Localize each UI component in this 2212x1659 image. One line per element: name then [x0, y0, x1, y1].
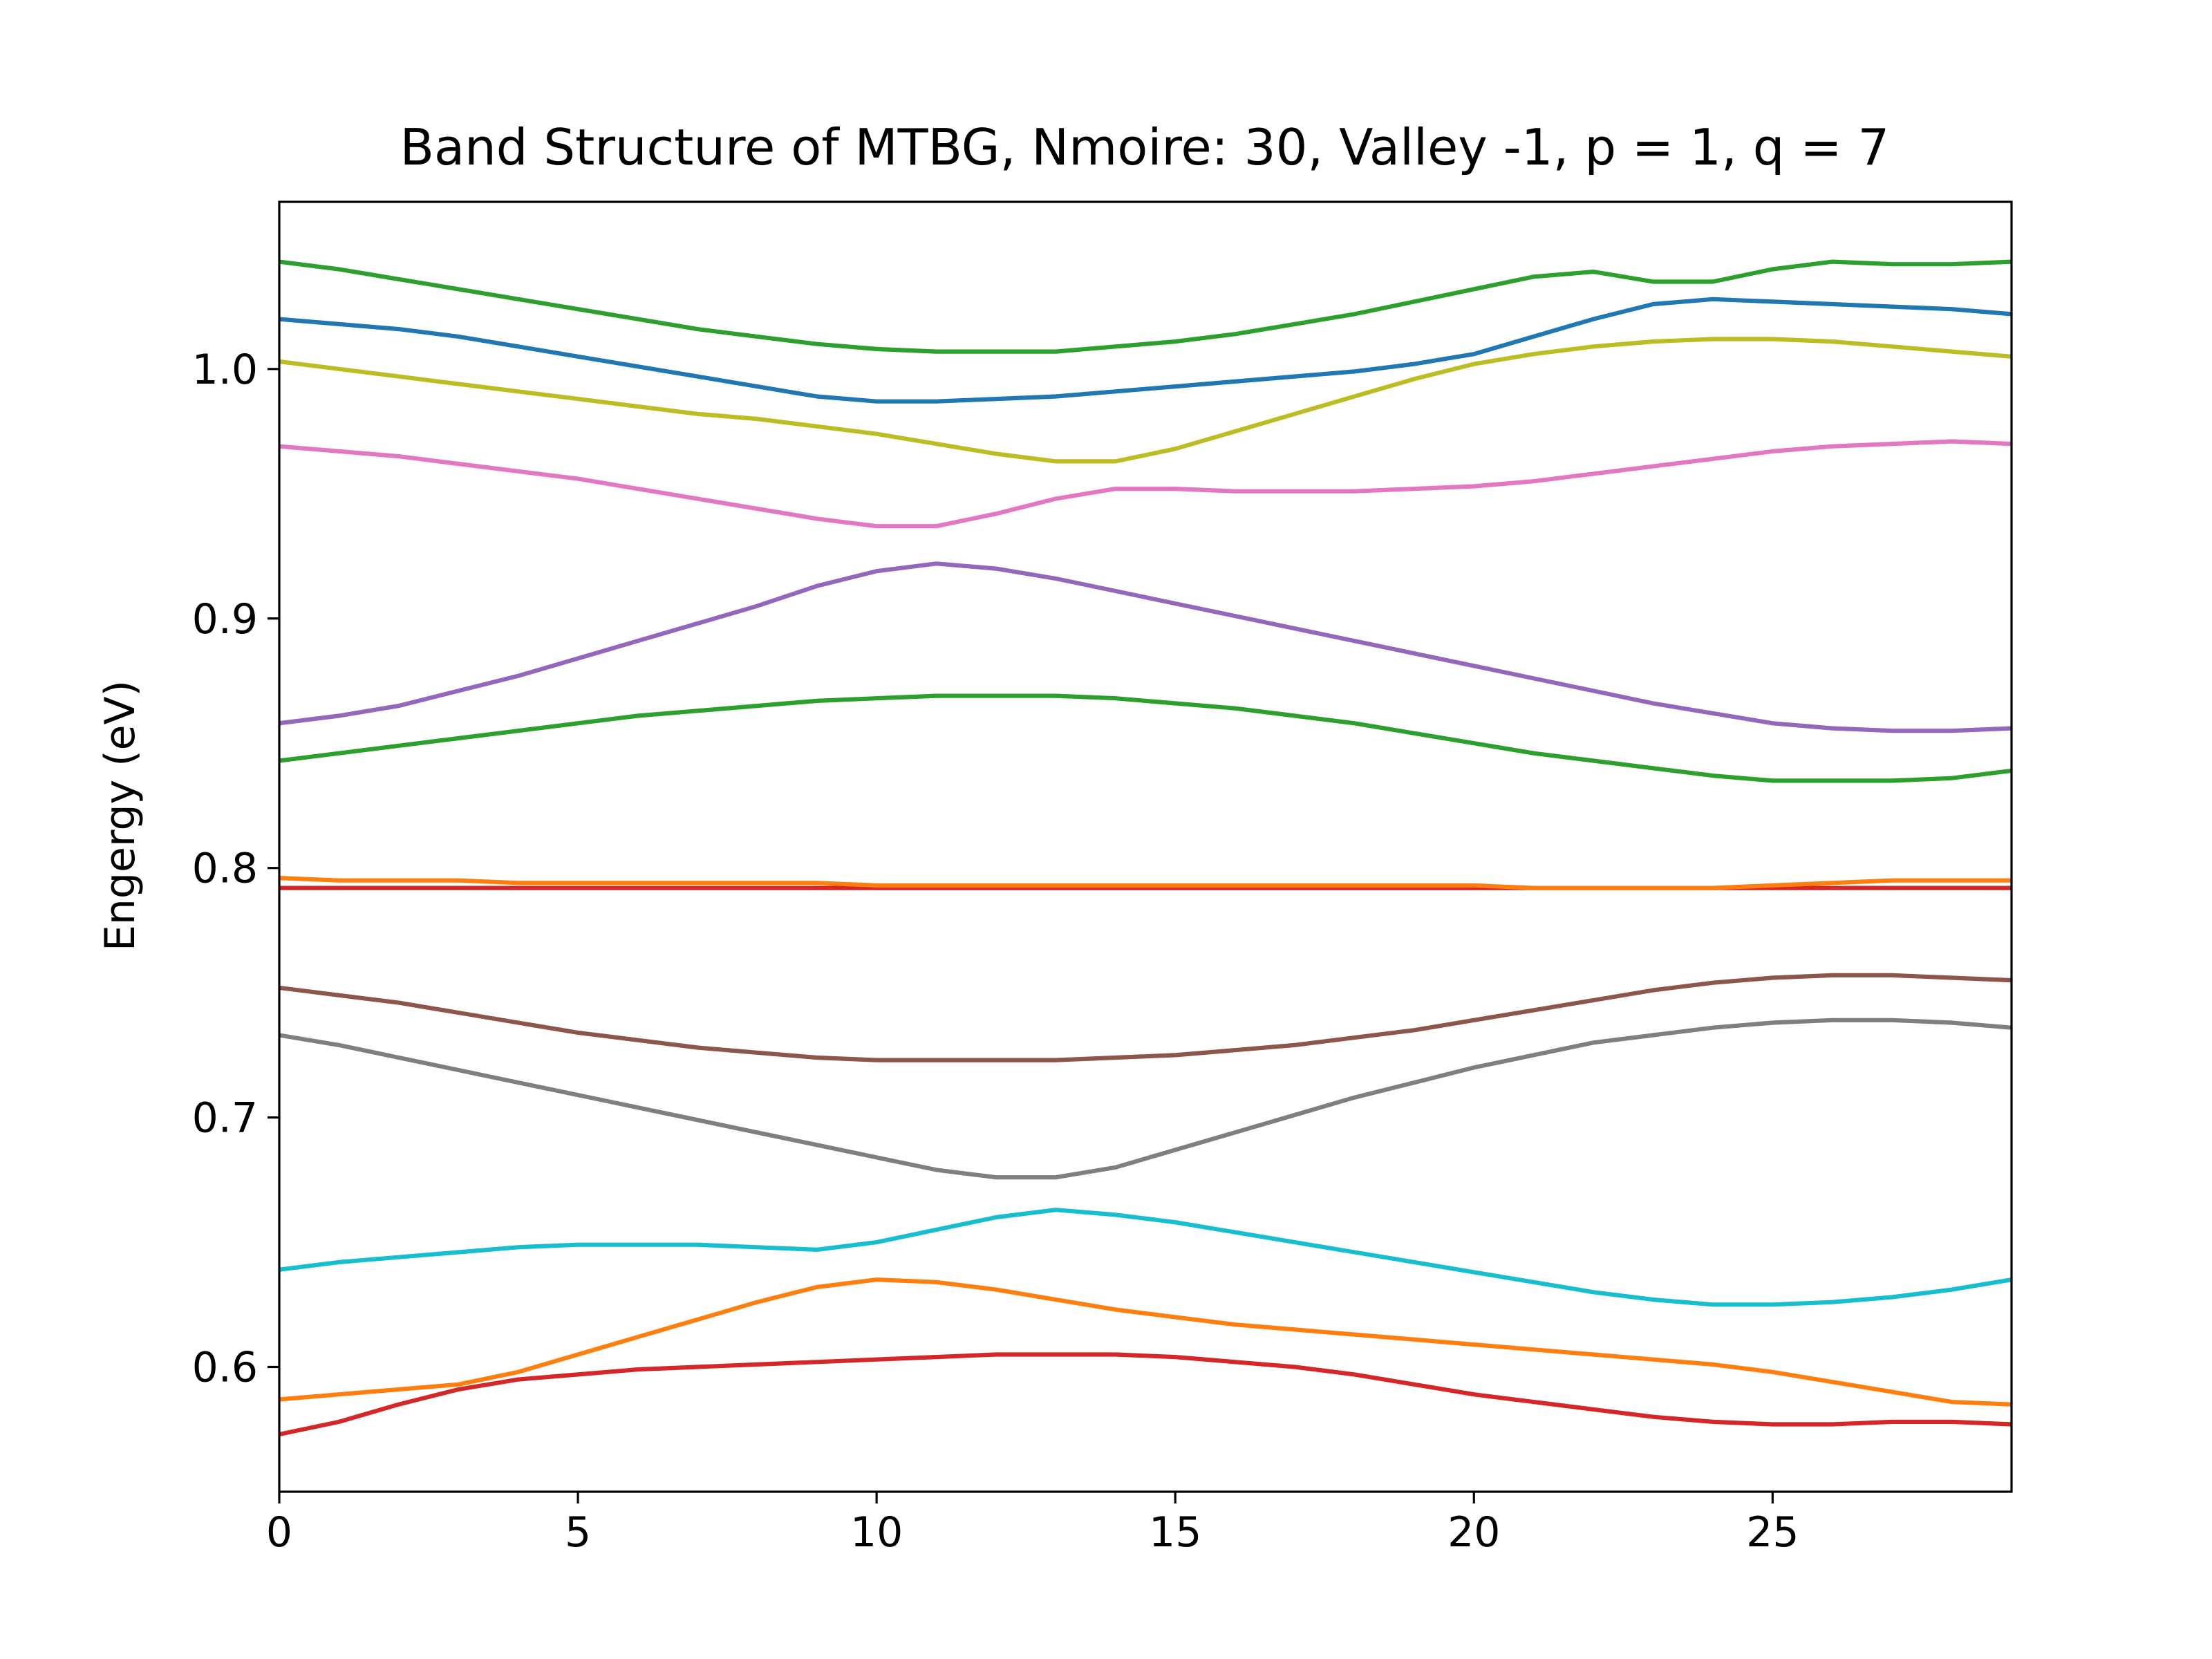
- chart-title: Band Structure of MTBG, Nmoire: 30, Vall…: [400, 118, 1890, 176]
- y-axis-label: Engergy (eV): [96, 680, 144, 951]
- series-line-9: [279, 561, 2012, 733]
- series-line-10: [279, 439, 2012, 529]
- series-group: [279, 259, 2012, 1437]
- y-tick-label: 0.6: [192, 1344, 258, 1392]
- y-tick-label: 1.0: [192, 346, 258, 394]
- plot-area: 0 5 10 15 20 25 0.6 0.7 0.8 0.9 1.0: [192, 200, 2013, 1557]
- x-tick-label: 0: [266, 1508, 292, 1557]
- series-line-1: [279, 1352, 2012, 1437]
- series-line-11: [279, 337, 2012, 464]
- x-tick-label: 10: [850, 1508, 903, 1557]
- plot-frame: [278, 200, 2013, 1493]
- x-tick-label: 15: [1149, 1508, 1201, 1557]
- y-tick-label: 0.9: [192, 595, 258, 644]
- y-tick-label: 0.8: [192, 845, 258, 893]
- y-tick-label: 0.7: [192, 1094, 258, 1143]
- series-line-5: [279, 973, 2012, 1062]
- series-line-12: [279, 297, 2012, 404]
- series-line-7: [279, 876, 2012, 890]
- series-line-8: [279, 693, 2012, 783]
- series-line-3: [279, 1208, 2012, 1307]
- series-line-4: [279, 1018, 2012, 1180]
- x-tick-label: 20: [1447, 1508, 1500, 1557]
- series-line-13: [279, 259, 2012, 354]
- x-tick-label: 25: [1746, 1508, 1799, 1557]
- series-line-2: [279, 1277, 2012, 1407]
- x-tick-label: 5: [565, 1508, 591, 1557]
